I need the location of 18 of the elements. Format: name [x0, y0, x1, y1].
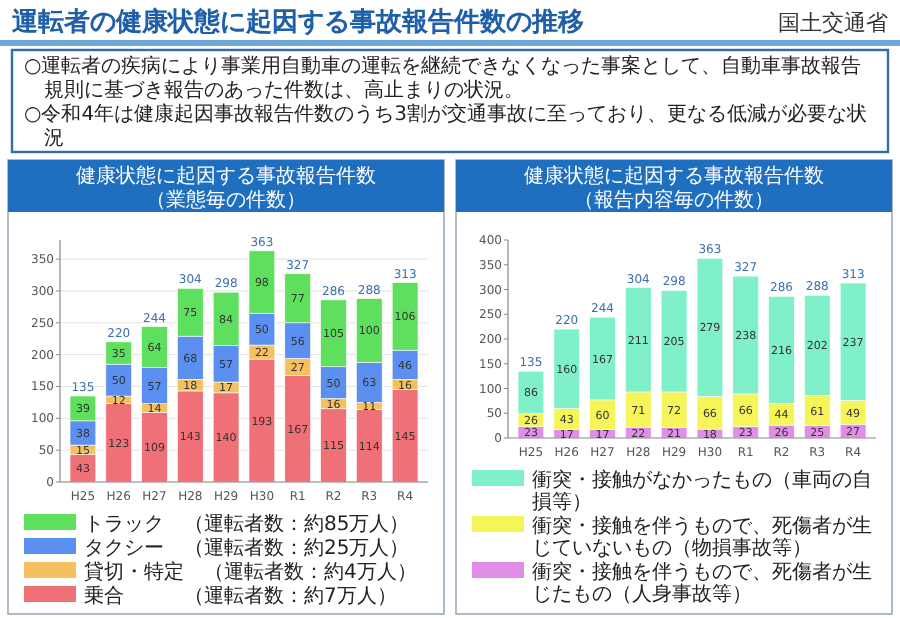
- text: ○運転者の疾病により事業用自動車の運転を継続できなくなった事案として、自動車事故報告規則に基づき報告のあった件数は、高止まりの状況。: [24, 54, 862, 102]
- bar: [356, 409, 383, 483]
- bar: [105, 403, 132, 483]
- legend-label: 衝突・接触を伴うもので、死傷者が生じたもの（人身事故等）: [532, 560, 872, 606]
- text: ○令和4年は健康起因事故報告件数のうち3割が交通事故に至っており、更なる低減が必要な状況: [24, 102, 867, 150]
- legend-label: 貸切・特定 （運転者数：約4万人）: [84, 560, 417, 584]
- chart-subtitle: （報告内容毎の件数）: [574, 188, 774, 212]
- chart-subtitle: （業態毎の件数）: [146, 188, 306, 212]
- legend-label: タクシー （運転者数：約25万人）: [84, 536, 410, 560]
- legend-label: 衝突・接触を伴うもので、死傷者が生じていないもの（物損事故等）: [532, 514, 872, 560]
- bar: [141, 412, 168, 483]
- text: 国土交通省: [778, 10, 888, 36]
- legend-label: 衝突・接触がなかったもの（車両の自損等）: [532, 468, 872, 514]
- text: 運転者の健康状態に起因する事故報告件数の推移: [10, 6, 584, 38]
- chart-title: 健康状態に起因する事故報告件数: [76, 164, 376, 188]
- legend-label: トラック （運転者数：約85万人）: [84, 512, 410, 536]
- chart-title: 健康状態に起因する事故報告件数: [524, 164, 824, 188]
- legend-label: 乗合 （運転者数：約7万人）: [84, 584, 397, 608]
